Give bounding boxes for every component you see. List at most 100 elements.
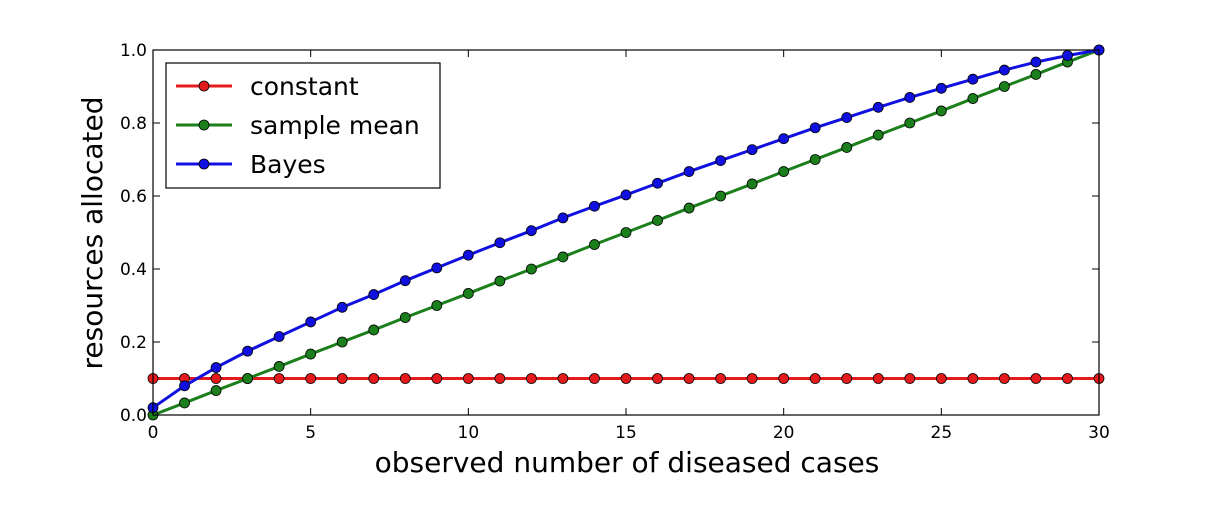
data-point xyxy=(652,373,663,384)
data-point xyxy=(809,122,821,134)
y-tick-label: 0.4 xyxy=(120,260,147,280)
data-point xyxy=(967,73,979,85)
data-point xyxy=(715,155,726,167)
data-point xyxy=(557,212,569,224)
plot-area xyxy=(147,44,1105,421)
data-point xyxy=(746,178,758,190)
data-point xyxy=(242,373,254,384)
x-tick-label: 25 xyxy=(931,423,953,443)
y-axis: 0.0 0.2 0.4 0.6 0.8 1.0 xyxy=(120,41,1099,426)
y-tick-label: 0.2 xyxy=(120,333,147,353)
data-point xyxy=(683,373,695,384)
data-point xyxy=(462,373,474,384)
data-point xyxy=(620,189,632,201)
legend: constant sample mean Bayes xyxy=(165,62,441,189)
data-point xyxy=(210,373,222,384)
data-point xyxy=(431,262,443,274)
data-point xyxy=(526,373,537,384)
data-point xyxy=(431,373,443,384)
y-tick-label: 0.6 xyxy=(120,187,147,207)
data-point xyxy=(715,190,726,202)
data-point xyxy=(999,373,1010,384)
legend-marker xyxy=(198,80,210,92)
data-point xyxy=(336,373,348,384)
data-point xyxy=(1030,56,1042,68)
x-tick-label: 15 xyxy=(615,423,637,443)
data-point xyxy=(683,202,695,214)
data-point xyxy=(462,249,474,261)
y-tick-label: 0.0 xyxy=(120,406,147,426)
data-point xyxy=(778,133,790,145)
data-point xyxy=(841,373,853,384)
data-point xyxy=(305,316,317,328)
data-point xyxy=(935,82,947,94)
data-point xyxy=(589,373,600,384)
data-point xyxy=(368,289,380,300)
data-point xyxy=(1030,373,1042,384)
y-tick-label: 1.0 xyxy=(120,41,147,61)
data-point xyxy=(1062,50,1073,61)
legend-marker xyxy=(198,158,210,170)
data-point xyxy=(462,288,474,299)
data-point xyxy=(179,397,190,409)
data-point xyxy=(620,373,632,384)
data-point xyxy=(589,239,600,250)
data-point xyxy=(494,373,506,384)
data-point xyxy=(778,166,790,177)
legend-label: Bayes xyxy=(250,150,326,179)
data-point xyxy=(526,225,537,237)
data-point xyxy=(904,373,916,384)
data-point xyxy=(557,251,569,263)
data-point xyxy=(715,373,726,384)
data-point xyxy=(399,275,411,287)
data-point xyxy=(526,263,537,275)
legend-label: sample mean xyxy=(250,111,420,140)
data-point xyxy=(935,105,947,117)
data-point xyxy=(809,373,821,384)
data-point xyxy=(399,312,411,323)
data-point xyxy=(872,101,884,113)
x-axis: 0 5 10 15 20 25 30 xyxy=(148,50,1110,443)
data-point xyxy=(967,93,979,104)
x-tick-label: 5 xyxy=(305,423,316,443)
x-tick-label: 20 xyxy=(773,423,795,443)
data-point xyxy=(1030,69,1042,80)
data-point xyxy=(273,361,285,372)
data-point xyxy=(273,331,285,342)
data-point xyxy=(305,373,317,384)
data-point xyxy=(210,385,222,396)
legend-label: constant xyxy=(250,72,359,101)
data-point xyxy=(557,373,569,384)
data-point xyxy=(305,348,317,360)
data-point xyxy=(872,129,884,141)
data-point xyxy=(273,373,285,384)
data-point xyxy=(652,177,663,189)
data-point xyxy=(242,345,254,357)
y-axis-label: resources allocated xyxy=(76,97,109,370)
data-point xyxy=(368,324,380,336)
data-point xyxy=(179,380,190,392)
data-point xyxy=(778,373,790,384)
data-point xyxy=(494,275,506,287)
data-point xyxy=(399,373,411,384)
data-point xyxy=(210,362,222,373)
data-point xyxy=(652,215,663,226)
data-point xyxy=(620,227,632,238)
data-point xyxy=(336,301,348,313)
x-axis-label: observed number of diseased cases xyxy=(375,446,880,479)
data-point xyxy=(746,373,758,384)
x-tick-label: 30 xyxy=(1088,423,1110,443)
x-tick-label: 0 xyxy=(148,423,159,443)
data-point xyxy=(999,81,1010,92)
x-tick-label: 10 xyxy=(458,423,480,443)
data-point xyxy=(336,336,348,348)
y-tick-label: 0.8 xyxy=(120,114,147,134)
data-point xyxy=(494,237,506,249)
data-point xyxy=(431,300,443,311)
data-point xyxy=(683,166,695,177)
data-point xyxy=(904,92,916,103)
data-point xyxy=(1062,373,1073,384)
data-point xyxy=(904,117,916,129)
data-point xyxy=(809,154,821,165)
